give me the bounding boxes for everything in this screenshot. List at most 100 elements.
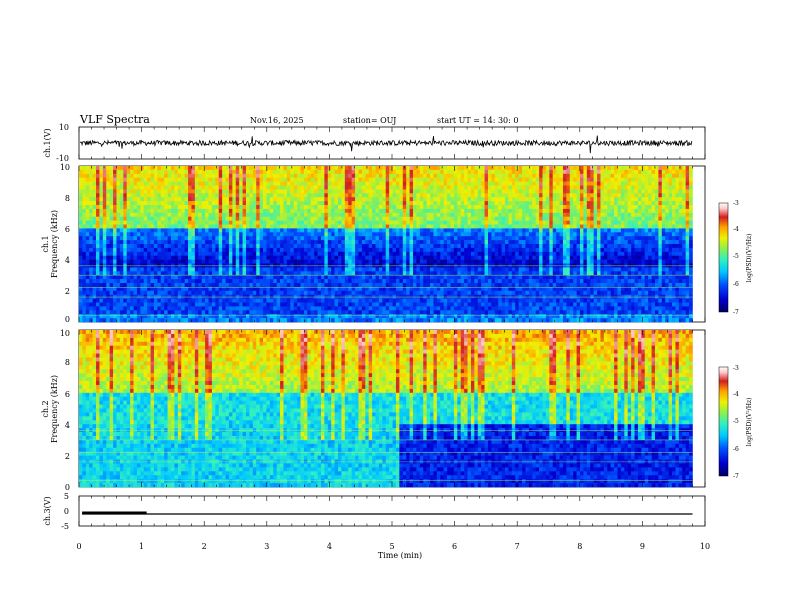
spectrogram-cell (283, 279, 288, 284)
spectrogram-cell (423, 283, 427, 288)
spectrogram-cell (147, 290, 151, 295)
spectrogram-cell (358, 177, 363, 182)
spectrogram-cell (409, 271, 414, 276)
spectrogram-cell (395, 228, 400, 233)
spectrogram-cell (361, 197, 366, 202)
spectrogram-cell (351, 290, 356, 295)
spectrogram-cell (143, 267, 148, 272)
spectrogram-cell (276, 279, 281, 284)
spectrogram-cell (174, 201, 179, 206)
spectrogram-cell (399, 302, 404, 307)
spectrogram-cell (392, 259, 397, 264)
spectrogram-cell (140, 290, 145, 295)
spectrogram-cell (82, 306, 87, 311)
spectrogram-cell (283, 310, 288, 315)
spectrogram-cell (147, 310, 151, 315)
spectrogram-cell (157, 189, 162, 194)
spectrogram-cell (358, 275, 363, 280)
spectrogram-cell (259, 220, 264, 225)
spectrogram-cell (457, 255, 462, 260)
spectrogram-cell (133, 169, 138, 175)
spectrogram-cell (256, 201, 260, 206)
spectrogram-cell (130, 318, 134, 323)
spectrogram-cell (225, 310, 230, 315)
spectrogram-cell (440, 310, 444, 315)
spectrogram-cell (130, 173, 134, 178)
spectrogram-cell (341, 232, 346, 237)
spectrogram-cell (355, 177, 359, 182)
spectrogram-cell (174, 224, 179, 229)
spectrogram-cell (92, 201, 97, 206)
spectrogram-cell (355, 271, 359, 276)
spectrogram-cell (130, 169, 134, 175)
spectrogram-cell (266, 220, 271, 225)
spectrogram-cell (184, 189, 189, 194)
spectrogram-cell (477, 240, 482, 245)
spectrogram-cell (481, 310, 485, 315)
spectrogram-cell (106, 212, 110, 217)
spectrogram-cell (85, 298, 90, 303)
spectrogram-cell (351, 314, 356, 319)
spectrogram-cell (406, 275, 410, 280)
spectrogram-cell (320, 271, 325, 276)
spectrogram-cell (280, 232, 284, 237)
spectrogram-cell (457, 251, 462, 256)
spectrogram-cell (116, 173, 121, 178)
spectrogram-cell (286, 302, 291, 307)
spectrogram-cell (242, 314, 247, 319)
spectrogram-cell (419, 244, 424, 249)
spectrogram-cell (184, 212, 189, 217)
spectrogram-cell (157, 251, 162, 256)
spectrogram-cell (82, 279, 87, 284)
spectrogram-cell (430, 306, 434, 311)
spectrogram-cell (385, 290, 390, 295)
spectrogram-cell (338, 275, 342, 280)
spectrogram-cell (283, 212, 288, 217)
spectrogram-cell (320, 193, 325, 198)
spectrogram-cell (136, 310, 141, 315)
spectrogram-cell (440, 271, 444, 276)
spectrogram-cell (181, 240, 185, 245)
spectrogram-cell (331, 318, 335, 323)
spectrogram-cell (188, 255, 192, 260)
spectrogram-cell (443, 232, 448, 237)
spectrogram-cell (300, 173, 305, 178)
spectrogram-cell (225, 283, 230, 288)
spectrogram-cell (147, 251, 151, 256)
spectrogram-cell (82, 247, 87, 253)
spectrogram-cell (280, 251, 284, 256)
spectrogram-cell (215, 255, 220, 260)
spectrogram-cell (368, 267, 373, 272)
spectrogram-cell (126, 232, 131, 237)
spectrogram-cell (293, 166, 298, 171)
spectrogram-cell (399, 201, 404, 206)
spectrogram-cell (361, 166, 366, 171)
spectrogram-cell (102, 259, 107, 264)
spectrogram-cell (123, 286, 128, 292)
spectrogram-cell (378, 275, 383, 280)
spectrogram-cell (310, 177, 315, 182)
spectrogram-cell (239, 318, 243, 323)
spectrogram-cell (365, 197, 369, 202)
spectrogram-cell (416, 255, 421, 260)
spectrogram-cell (82, 201, 87, 206)
spectrogram-cell (481, 205, 485, 210)
spectrogram-cell (409, 310, 414, 315)
spectrogram-cell (378, 212, 383, 217)
spectrogram-cell (126, 224, 131, 229)
spectrogram-cell (327, 169, 332, 175)
spectrogram-cell (344, 298, 349, 303)
spectrogram-cell (143, 259, 148, 264)
spectrogram-cell (126, 193, 131, 198)
spectrogram-cell (385, 283, 390, 288)
spectrogram-cell (331, 314, 335, 319)
spectrogram-cell (276, 201, 281, 206)
spectrogram-cell (89, 314, 93, 319)
spectrogram-cell (184, 166, 189, 171)
spectrogram-cell (310, 306, 315, 311)
spectrogram-cell (280, 189, 284, 194)
spectrogram-cell (174, 228, 179, 233)
spectrogram-cell (119, 290, 124, 295)
spectrogram-cell (378, 314, 383, 319)
spectrogram-cell (433, 216, 438, 221)
